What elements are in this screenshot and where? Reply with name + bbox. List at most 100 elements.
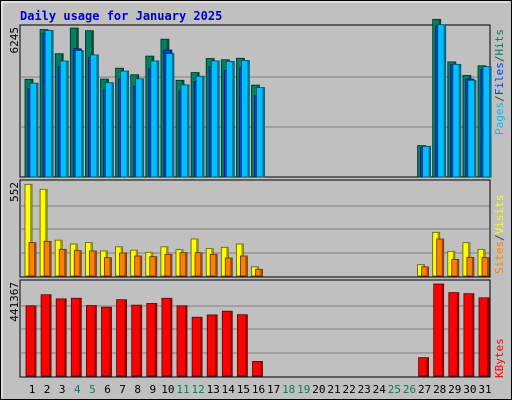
bar-shade-sites-day-31 — [487, 257, 489, 276]
bar-shade-kbytes-day-2 — [49, 294, 52, 376]
bar-shade-pages-day-12 — [202, 76, 205, 177]
day-label-30: 30 — [463, 383, 476, 396]
day-label-12: 12 — [191, 383, 204, 396]
legend-item-hits: Hits — [493, 29, 506, 56]
day-label-19: 19 — [297, 383, 310, 396]
panel-top-bars — [24, 18, 492, 178]
legend-item-files: Files — [493, 62, 506, 95]
bar-shade-pages-day-28 — [443, 24, 446, 177]
legend-item-separator: / — [493, 95, 506, 102]
bar-shade-sites-day-6 — [109, 257, 112, 276]
bar-shade-kbytes-day-31 — [487, 297, 489, 376]
panel-pages-files-hits: 6245 Pages/Files/Hits — [8, 18, 506, 178]
day-label-11: 11 — [176, 383, 189, 396]
day-label-15: 15 — [237, 383, 250, 396]
panel-middle-legend: Sites/Visits — [493, 195, 506, 275]
panel-top-legend: Pages/Files/Hits — [493, 29, 506, 135]
panel-middle-bars — [24, 183, 490, 277]
bar-shade-pages-day-5 — [96, 54, 99, 177]
bar-shade-sites-day-27 — [426, 266, 429, 276]
panel-kbytes: 441367 KBytes — [8, 279, 506, 378]
day-label-16: 16 — [252, 383, 265, 396]
bar-shade-pages-day-8 — [141, 78, 144, 177]
day-label-21: 21 — [327, 383, 340, 396]
bar-shade-sites-day-11 — [185, 252, 187, 276]
bar-shade-sites-day-4 — [79, 250, 82, 276]
day-label-1: 1 — [29, 383, 36, 396]
bar-shade-sites-day-2 — [49, 241, 52, 276]
day-label-9: 9 — [149, 383, 156, 396]
bar-shade-pages-day-31 — [489, 66, 491, 177]
bar-shade-pages-day-6 — [111, 82, 114, 177]
day-label-4: 4 — [74, 383, 81, 396]
bar-shade-sites-day-16 — [260, 269, 263, 276]
bar-shade-pages-day-29 — [458, 64, 461, 177]
bar-shade-kbytes-day-7 — [124, 299, 127, 376]
day-label-18: 18 — [282, 383, 295, 396]
bar-shade-kbytes-day-16 — [260, 361, 263, 376]
bar-shade-pages-day-7 — [126, 71, 129, 177]
bar-shade-kbytes-day-10 — [169, 298, 172, 376]
bar-shade-kbytes-day-29 — [456, 292, 459, 376]
bar-shade-kbytes-day-15 — [245, 314, 248, 376]
bar-shade-sites-day-3 — [64, 249, 67, 276]
day-label-29: 29 — [448, 383, 461, 396]
day-label-23: 23 — [358, 383, 371, 396]
bar-shade-sites-day-7 — [124, 253, 127, 276]
day-label-5: 5 — [89, 383, 96, 396]
bar-shade-pages-day-30 — [473, 80, 476, 177]
bar-shade-sites-day-13 — [215, 254, 218, 276]
bar-shade-kbytes-day-5 — [94, 305, 97, 376]
day-label-27: 27 — [418, 383, 431, 396]
bar-shade-pages-day-27 — [428, 146, 431, 177]
bar-shade-visits-day-2 — [45, 189, 48, 276]
day-label-2: 2 — [44, 383, 51, 396]
bar-shade-kbytes-day-8 — [139, 305, 142, 376]
day-label-22: 22 — [342, 383, 355, 396]
panel-middle-ymax-label: 552 — [8, 182, 21, 202]
x-axis-day-labels: 1 2 3 4 5 6 7 8 9 10 11 12 13 14 15 16 17 18 19 20 21 22 23 24 2… — [29, 383, 492, 396]
bar-shade-kbytes-day-12 — [200, 317, 203, 376]
bar-shade-kbytes-day-14 — [230, 311, 233, 376]
bar-shade-sites-day-8 — [139, 256, 142, 276]
bar-shade-kbytes-day-13 — [215, 314, 218, 376]
panel-sites-visits: 552 Sites/Visits — [8, 179, 506, 278]
bar-shade-kbytes-day-9 — [154, 303, 157, 376]
bar-shade-pages-day-16 — [262, 87, 265, 177]
bar-shade-pages-day-14 — [232, 61, 235, 177]
bar-shade-pages-day-15 — [247, 60, 250, 177]
bar-shade-visits-day-1 — [30, 184, 32, 276]
day-label-10: 10 — [161, 383, 174, 396]
bar-shade-sites-day-12 — [200, 252, 203, 276]
bar-shade-kbytes-day-11 — [185, 305, 187, 376]
bar-shade-sites-day-10 — [169, 254, 172, 276]
legend-item-separator: / — [493, 56, 506, 63]
bar-shade-pages-day-10 — [171, 53, 174, 177]
bar-shade-sites-day-30 — [471, 257, 474, 276]
chart-title: Daily usage for January 2025 — [20, 9, 222, 23]
day-label-24: 24 — [373, 383, 387, 396]
day-label-3: 3 — [59, 383, 66, 396]
panel-bottom-bars — [25, 283, 490, 377]
legend-item-kbytes: KBytes — [493, 338, 506, 378]
bar-shade-sites-day-5 — [94, 251, 97, 276]
bar-shade-pages-day-3 — [66, 60, 69, 178]
bar-shade-kbytes-day-28 — [441, 284, 444, 376]
bar-shade-kbytes-day-1 — [34, 305, 36, 376]
day-label-8: 8 — [134, 383, 141, 396]
day-label-20: 20 — [312, 383, 325, 396]
bar-shade-sites-day-28 — [441, 239, 444, 276]
bar-shade-kbytes-day-3 — [64, 298, 67, 376]
legend-item-sites: Sites — [493, 241, 506, 274]
panel-bottom-ymax-label: 441367 — [8, 282, 21, 322]
bar-shade-pages-day-4 — [81, 50, 84, 177]
day-label-26: 26 — [403, 383, 416, 396]
panel-middle-grid — [21, 205, 489, 254]
day-label-31: 31 — [478, 383, 491, 396]
bar-shade-kbytes-day-30 — [471, 293, 474, 376]
day-label-6: 6 — [104, 383, 111, 396]
day-label-25: 25 — [388, 383, 401, 396]
legend-item-pages: Pages — [493, 102, 506, 135]
bar-shade-pages-day-1 — [36, 83, 38, 177]
